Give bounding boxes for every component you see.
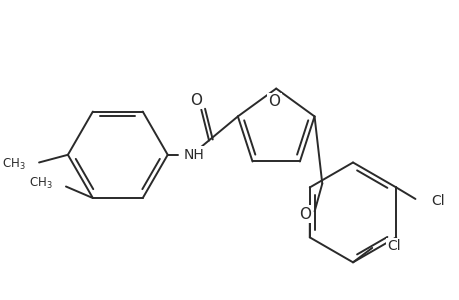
Text: CH$_3$: CH$_3$ bbox=[29, 176, 52, 191]
Text: Cl: Cl bbox=[387, 239, 400, 253]
Text: O: O bbox=[268, 94, 280, 110]
Text: O: O bbox=[298, 207, 310, 222]
Text: Cl: Cl bbox=[430, 194, 443, 208]
Text: CH$_3$: CH$_3$ bbox=[2, 157, 26, 172]
Text: O: O bbox=[190, 93, 202, 108]
Text: NH: NH bbox=[184, 148, 204, 162]
